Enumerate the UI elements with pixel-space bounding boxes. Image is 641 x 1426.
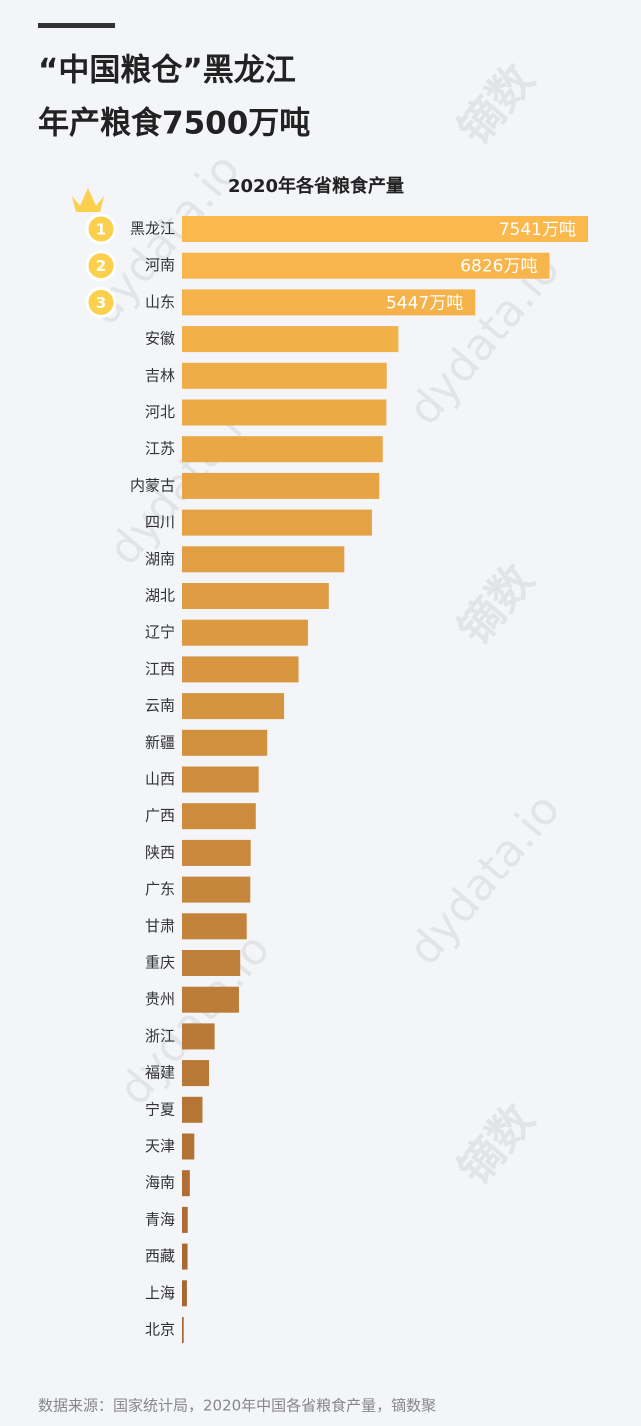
category-label: 广西 <box>145 807 175 825</box>
bar <box>182 472 380 499</box>
category-label: 甘肃 <box>145 917 175 935</box>
category-label: 海南 <box>145 1174 175 1192</box>
bar <box>182 289 476 316</box>
category-label: 天津 <box>145 1137 175 1155</box>
bar <box>182 436 383 463</box>
category-label: 北京 <box>145 1321 175 1339</box>
category-label: 内蒙古 <box>130 476 175 494</box>
category-label: 新疆 <box>145 733 175 751</box>
bar <box>182 876 251 903</box>
bar <box>182 913 247 940</box>
bar <box>182 1243 188 1270</box>
category-label: 陕西 <box>145 843 175 861</box>
bar <box>182 1280 187 1307</box>
watermark: 镝数 <box>449 55 545 155</box>
bar <box>182 216 588 242</box>
bar <box>182 1023 215 1050</box>
category-label: 云南 <box>145 697 175 715</box>
bar <box>182 252 550 279</box>
category-label: 青海 <box>145 1210 175 1228</box>
category-label: 辽宁 <box>145 623 175 641</box>
bar <box>182 326 399 353</box>
value-label: 6826万吨 <box>460 257 537 277</box>
category-label: 上海 <box>145 1284 175 1302</box>
bar <box>182 362 387 389</box>
watermark: 镝数 <box>449 555 545 655</box>
bar <box>182 803 256 830</box>
category-label: 山西 <box>145 770 175 788</box>
bar <box>182 1096 203 1123</box>
value-label: 5447万吨 <box>386 293 463 313</box>
rank-badge <box>85 213 117 245</box>
value-label: 7541万吨 <box>499 220 576 240</box>
bar <box>182 950 241 976</box>
bar <box>182 1060 210 1087</box>
bar <box>182 619 308 646</box>
category-label: 西藏 <box>145 1247 175 1265</box>
category-label: 黑龙江 <box>130 220 175 238</box>
category-label: 吉林 <box>145 366 175 384</box>
category-label: 江西 <box>145 660 175 678</box>
category-label: 湖北 <box>145 587 175 605</box>
category-label: 广东 <box>145 880 175 898</box>
bar <box>182 766 259 793</box>
category-label: 河南 <box>145 256 175 274</box>
rank-label: 1 <box>96 221 106 239</box>
top-rule <box>38 23 115 28</box>
category-label: 山东 <box>145 293 175 311</box>
category-label: 重庆 <box>145 954 175 972</box>
category-label: 安徽 <box>145 330 175 348</box>
bar <box>182 693 285 720</box>
category-label: 河北 <box>145 403 175 421</box>
bar <box>182 1133 195 1160</box>
category-label: 宁夏 <box>145 1100 175 1118</box>
category-label: 江苏 <box>145 440 175 458</box>
rank-badge <box>85 286 117 318</box>
bar <box>182 839 251 866</box>
watermark: 镝数 <box>449 1095 545 1195</box>
category-label: 四川 <box>145 513 175 531</box>
chart-title: 2020年各省粮食产量 <box>228 175 404 197</box>
bar <box>182 583 329 609</box>
bar <box>182 1170 190 1197</box>
rank-badge <box>85 250 117 282</box>
bar <box>182 729 268 756</box>
category-label: 湖南 <box>145 550 175 568</box>
bar <box>182 656 299 683</box>
bar <box>182 399 387 426</box>
category-label: 福建 <box>145 1064 175 1082</box>
bar <box>182 986 239 1013</box>
bar <box>182 546 345 573</box>
rank-label: 2 <box>96 257 106 275</box>
rank-label: 3 <box>96 294 106 312</box>
category-label: 浙江 <box>145 1027 175 1045</box>
watermark: dydata.io <box>399 784 571 975</box>
bar <box>182 1317 184 1343</box>
category-label: 贵州 <box>145 990 175 1008</box>
headline: 年产粮食7500万吨 <box>38 106 310 142</box>
source: 数据来源：国家统计局，2020年中国各省粮食产量，镝数聚 <box>38 1397 436 1415</box>
bar <box>182 1206 188 1233</box>
bar <box>182 509 372 536</box>
crown-icon <box>72 188 104 212</box>
headline: “中国粮仓”黑龙江 <box>38 53 296 89</box>
